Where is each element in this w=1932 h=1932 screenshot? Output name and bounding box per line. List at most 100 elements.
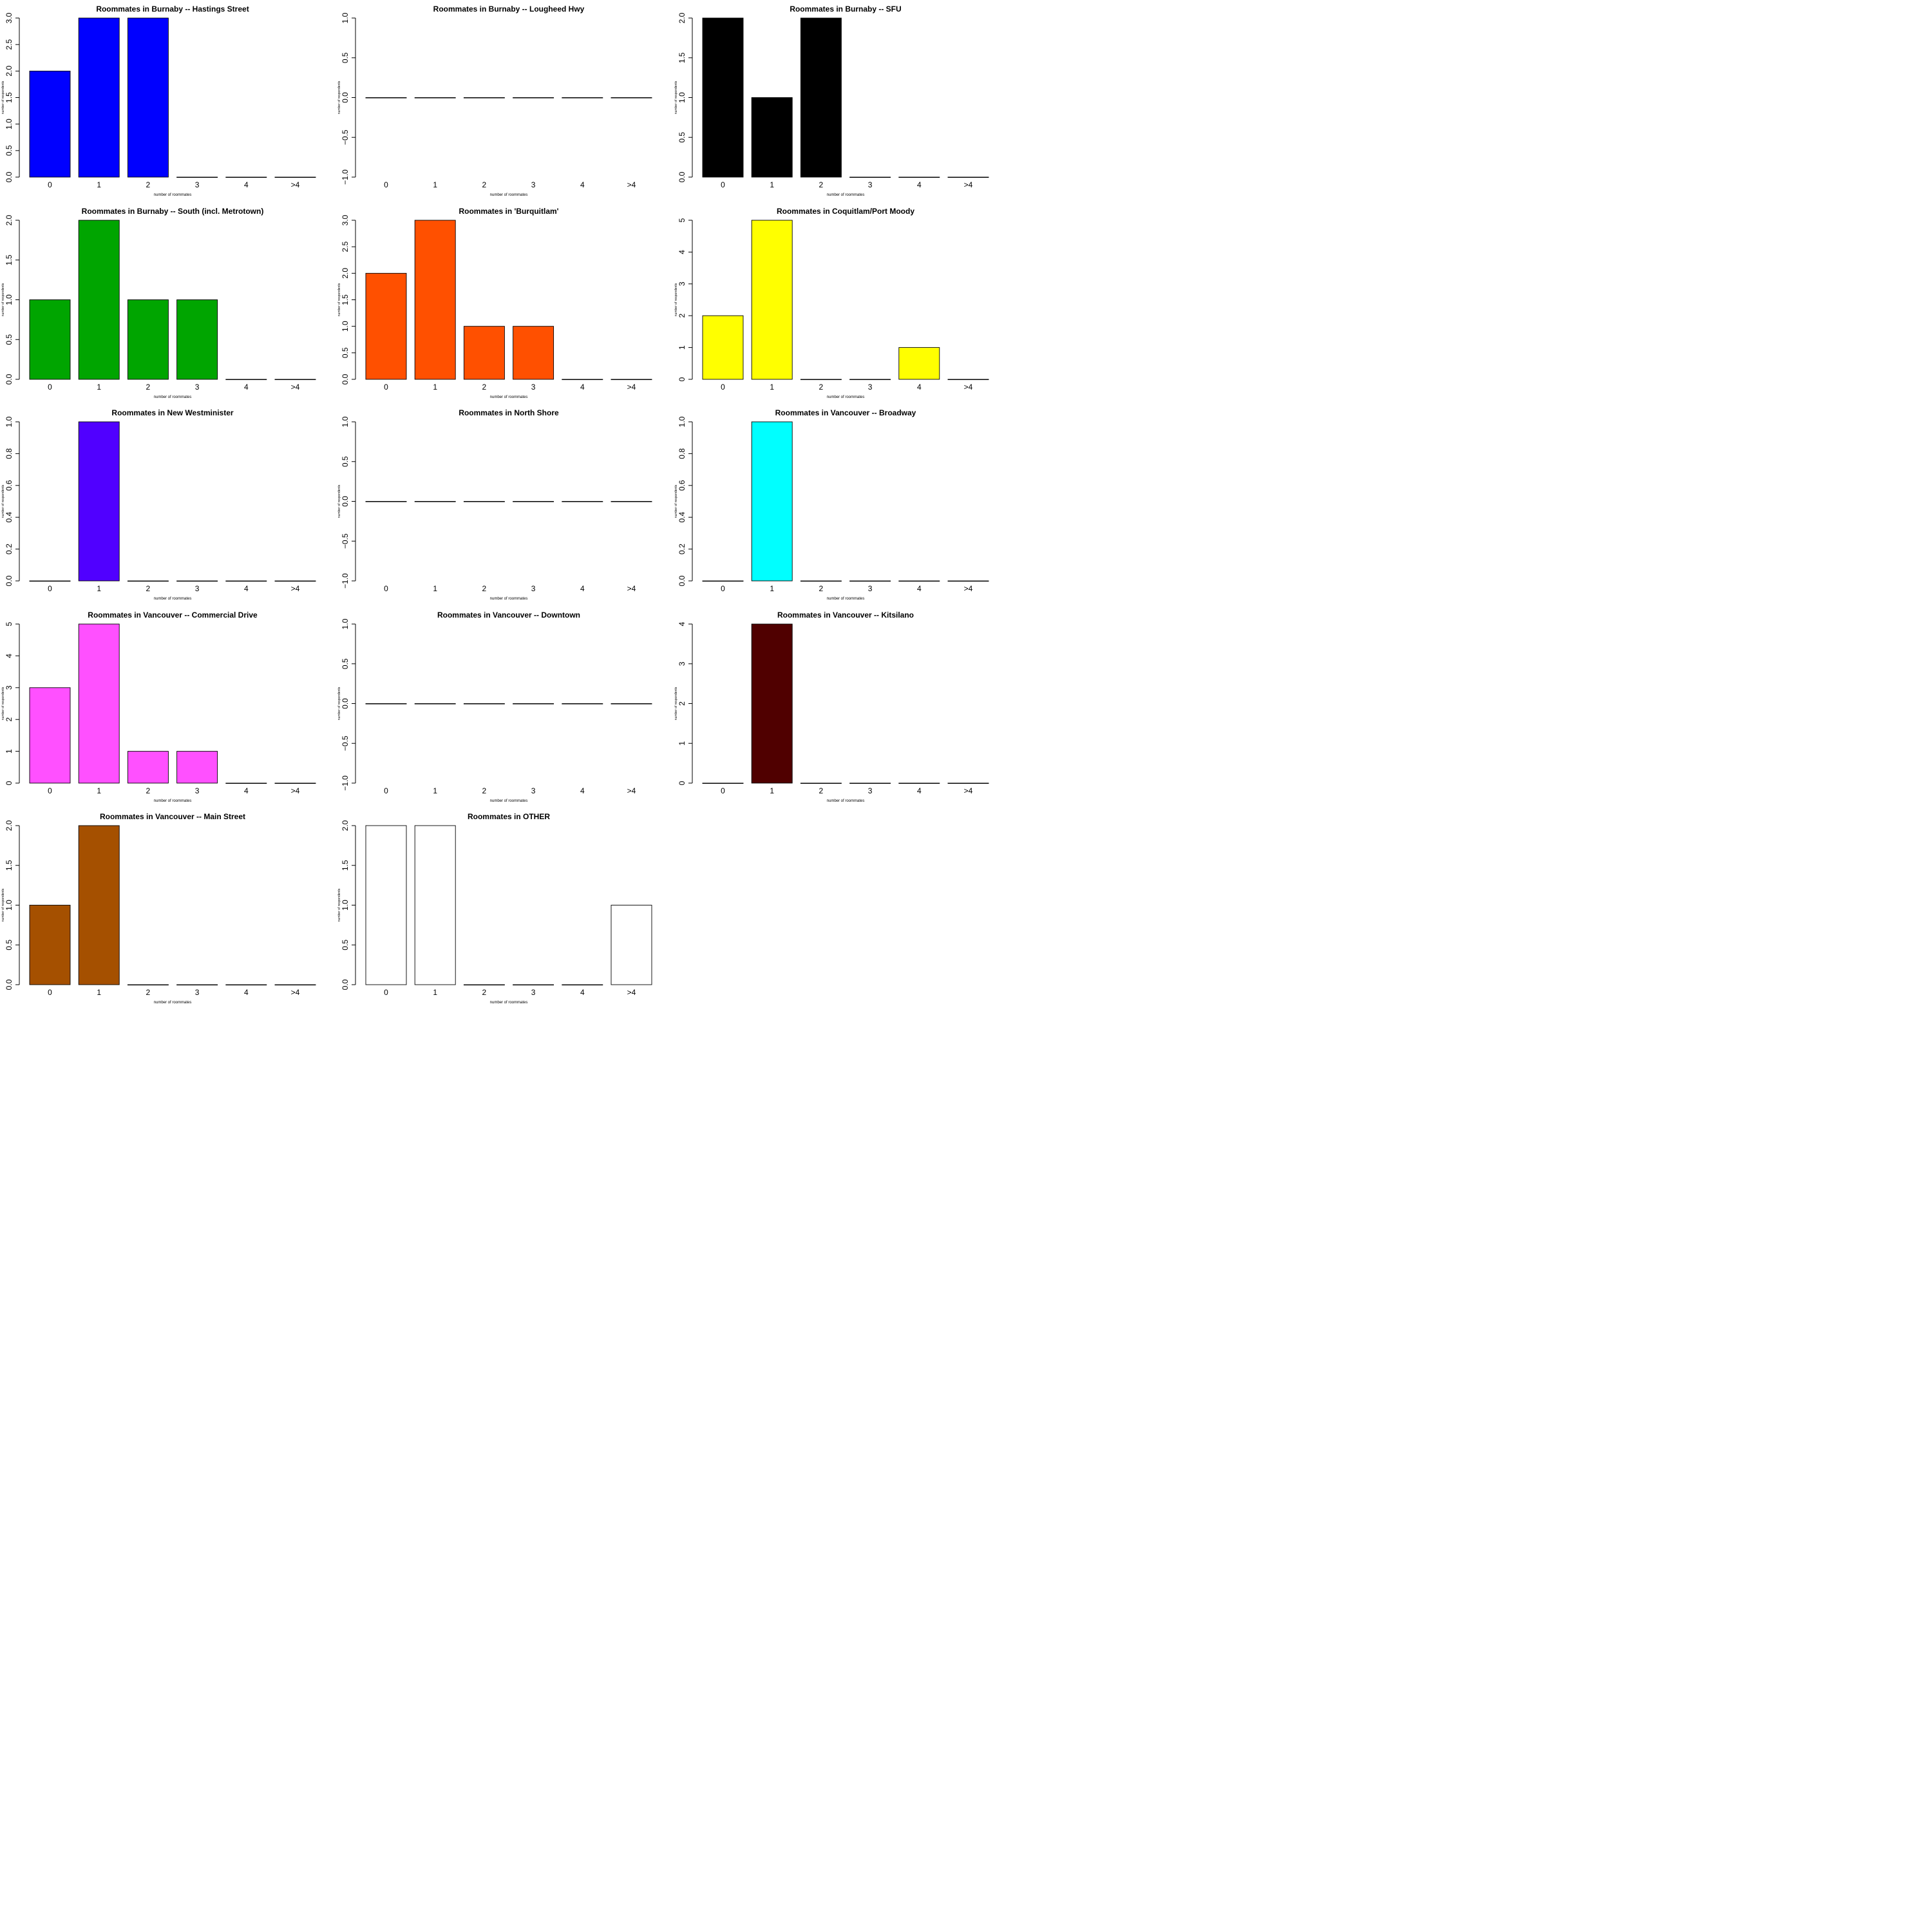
bar [898,782,940,784]
x-tick-label: 3 [195,786,200,795]
x-tick-label: 4 [244,988,249,997]
y-tick-label: 4 [677,250,687,254]
x-tick-label: 3 [531,383,536,392]
x-tick-label: 4 [244,786,249,795]
x-axis-label: number of roommates [827,597,865,601]
x-tick-label: 3 [195,584,200,593]
y-tick-label: 0.0 [5,171,14,182]
y-axis-label: number of respondents [1,283,5,316]
bar [176,751,218,784]
bar [800,379,842,381]
x-tick-label: 4 [917,584,922,593]
y-tick-label: 2.5 [341,242,350,252]
bar [513,97,554,99]
x-tick-label: 4 [244,383,249,392]
x-tick-label: 2 [482,584,487,593]
y-tick-label: 1.0 [341,321,350,332]
x-tick-label: 1 [97,786,101,795]
bar [947,176,989,178]
y-tick-label: 2.0 [677,12,687,23]
x-tick-label: 1 [770,786,774,795]
bar [78,220,120,380]
bar [225,379,267,381]
bar [176,176,218,178]
y-tick-label: −0.5 [341,533,350,549]
y-tick-label: 0.0 [5,575,14,586]
bar [78,825,120,985]
bar [365,97,407,99]
y-tick-label: 1.0 [341,12,350,23]
x-tick-label: 3 [195,988,200,997]
bar [849,176,891,178]
y-tick-label: 1.5 [5,860,14,871]
x-tick-label: 0 [384,383,388,392]
y-tick-label: −1.0 [341,573,350,589]
y-tick-label: 0.0 [677,171,687,182]
y-tick-label: 2.0 [341,268,350,279]
y-tick-label: −0.5 [341,129,350,145]
bar-chart: Roommates in 'Burquitlam' 0.0 0.5 1.0 1.5 2.0… [337,207,652,399]
y-tick-label: 0.0 [677,575,687,586]
bar [702,17,744,178]
bar [513,326,554,380]
bar [702,580,744,582]
bar [29,299,71,380]
x-tick-label: 1 [770,180,774,189]
y-axis-label: number of respondents [674,283,678,316]
x-tick-label: >4 [627,786,636,795]
x-tick-label: 2 [482,786,487,795]
y-tick-label: 1.5 [341,860,350,871]
x-tick-label: 2 [146,584,151,593]
y-axis-label: number of respondents [674,80,678,114]
y-tick-label: 2.0 [5,214,14,225]
x-tick-label: 3 [868,786,873,795]
x-tick-label: >4 [627,584,636,593]
bar [947,580,989,582]
x-tick-label: 0 [48,988,52,997]
bar [751,421,793,582]
bar [849,379,891,381]
y-tick-label: 0.2 [677,544,687,554]
bar [29,580,71,582]
bar [365,703,407,705]
bar [463,97,505,99]
y-tick-label: 0.6 [677,480,687,491]
chart-title: Roommates in Coquitlam/Port Moody [777,207,914,216]
bar-chart: Roommates in New Westminister 0.0 0.2 0.4 0.… [1,408,316,601]
bar [365,272,407,380]
x-tick-label: 2 [819,584,824,593]
x-tick-label: 0 [384,786,388,795]
x-tick-label: 3 [531,180,536,189]
bar [751,220,793,380]
bar [127,17,169,178]
y-tick-label: 0.5 [341,940,350,951]
bar-chart: Roommates in Vancouver -- Main Street 0.0… [1,812,316,1005]
x-tick-label: 1 [770,584,774,593]
y-tick-label: 0.0 [5,979,14,990]
bar [898,580,940,582]
y-tick-label: 0.5 [5,145,14,156]
y-tick-label: 5 [677,218,687,222]
y-tick-label: 0.5 [341,347,350,358]
y-axis-label: number of respondents [337,888,341,922]
x-tick-label: 1 [97,584,101,593]
bar [702,315,744,380]
y-tick-label: 0.5 [341,658,350,669]
x-tick-label: >4 [627,988,636,997]
y-axis-label: number of respondents [674,484,678,518]
bar [898,347,940,380]
x-tick-label: >4 [964,383,973,392]
bar [78,17,120,178]
x-tick-label: 2 [482,180,487,189]
bar-chart: Roommates in Burnaby -- Hastings Street 0… [1,5,316,197]
x-tick-label: 4 [917,786,922,795]
chart-title: Roommates in Vancouver -- Downtown [437,611,580,620]
y-tick-label: 1.0 [341,900,350,911]
x-tick-label: 4 [244,584,249,593]
bar [225,782,267,784]
bar [800,782,842,784]
y-tick-label: 1.0 [5,294,14,305]
x-tick-label: 4 [244,180,249,189]
bar [274,580,316,582]
y-tick-label: 1.0 [341,618,350,629]
